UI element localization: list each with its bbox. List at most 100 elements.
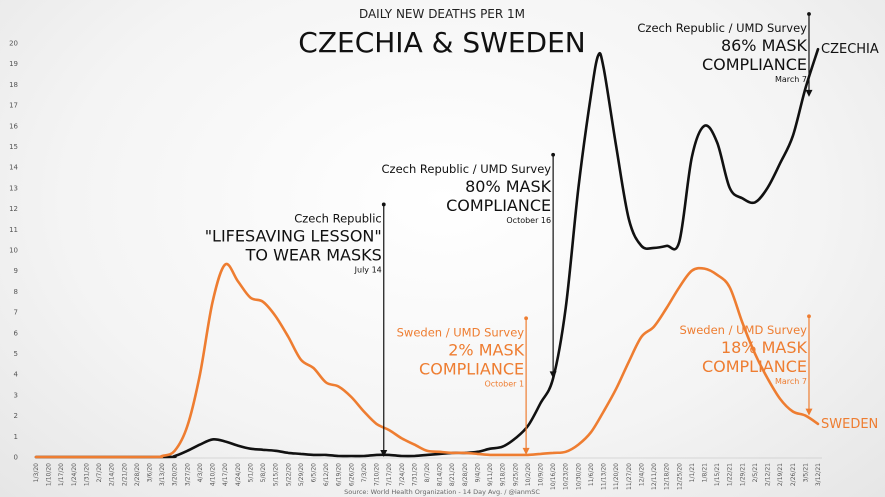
x-tick-label: 10/30/20 (575, 463, 582, 490)
x-tick-label: 1/10/20 (46, 463, 53, 486)
x-tick-label: 5/15/20 (273, 463, 280, 486)
x-tick-label: 3/20/20 (172, 463, 179, 486)
x-tick-label: 12/11/20 (651, 463, 658, 490)
annotation-text-czech-86: Czech Republic / UMD Survey (637, 21, 807, 35)
x-tick-label: 1/24/20 (71, 463, 78, 486)
x-tick-label: 6/19/20 (336, 463, 343, 486)
x-tick-label: 3/13/20 (159, 463, 166, 486)
y-tick-label: 17 (9, 102, 18, 110)
x-tick-label: 3/27/20 (184, 463, 191, 486)
annotations-layer: Czech Republic"LIFESAVING LESSON"TO WEAR… (205, 12, 813, 457)
x-tick-label: 6/5/20 (310, 463, 317, 482)
annotation-text-sweden-2: COMPLIANCE (419, 359, 524, 378)
x-tick-label: 11/6/20 (588, 463, 595, 486)
y-tick-label: 10 (9, 247, 18, 255)
x-tick-label: 8/28/20 (462, 463, 469, 486)
annotation-arrow-czech-80 (549, 371, 557, 379)
annotation-text-sweden-2: 2% MASK (448, 340, 524, 359)
annotation-text-czech-80: 80% MASK (465, 177, 552, 196)
x-tick-label: 4/10/20 (210, 463, 217, 486)
annotation-arrow-sweden-18 (805, 408, 813, 416)
y-tick-label: 19 (9, 60, 18, 68)
y-tick-label: 4 (14, 371, 19, 379)
x-tick-label: 1/22/21 (727, 463, 734, 486)
x-tick-label: 5/29/20 (298, 463, 305, 486)
x-tick-label: 2/28/20 (134, 463, 141, 486)
y-tick-label: 9 (14, 267, 18, 275)
series-line-czechia (34, 47, 820, 459)
x-tick-label: 9/4/20 (474, 463, 481, 482)
x-tick-label: 3/12/21 (815, 463, 822, 486)
annotation-dot-czech-lesson (381, 202, 386, 207)
y-tick-label: 3 (14, 391, 18, 399)
x-tick-label: 3/6/20 (147, 463, 154, 482)
x-tick-label: 1/29/21 (739, 463, 746, 486)
x-tick-label: 9/11/20 (487, 463, 494, 486)
annotation-text-czech-86: COMPLIANCE (702, 55, 807, 74)
x-axis: 1/3/20 1/10/20 1/17/20 1/24/20 1/31/20 2/7/20… (33, 457, 822, 490)
annotation-arrow-czech-86 (805, 89, 813, 97)
x-tick-label: 7/24/20 (399, 463, 406, 486)
x-tick-label: 9/25/20 (512, 463, 519, 486)
x-tick-label: 7/3/20 (361, 463, 368, 482)
annotation-dot-czech-80 (551, 152, 556, 157)
x-tick-label: 1/3/20 (33, 463, 40, 482)
x-tick-label: 5/1/20 (247, 463, 254, 482)
x-tick-label: 2/26/21 (790, 463, 797, 486)
y-tick-label: 1 (14, 433, 18, 441)
x-tick-label: 2/12/21 (765, 463, 772, 486)
x-tick-label: 4/3/20 (197, 463, 204, 482)
x-tick-label: 6/26/20 (348, 463, 355, 486)
x-tick-label: 10/16/20 (550, 463, 557, 490)
x-tick-label: 11/27/20 (626, 463, 633, 490)
x-tick-label: 10/9/20 (538, 463, 545, 486)
x-tick-label: 2/7/20 (96, 463, 103, 482)
annotation-dot-sweden-18 (807, 314, 811, 319)
annotation-text-sweden-2: October 1 (484, 379, 524, 388)
chart-source: Source: World Health Organization - 14 D… (344, 488, 540, 496)
annotation-text-sweden-18: March 7 (775, 377, 807, 386)
annotation-text-czech-lesson: July 14 (354, 265, 382, 274)
x-tick-label: 9/18/20 (500, 463, 507, 486)
chart-subtitle: DAILY NEW DEATHS PER 1M (359, 7, 525, 21)
annotation-text-czech-86: March 7 (775, 75, 807, 84)
x-tick-label: 1/17/20 (58, 463, 65, 486)
x-tick-label: 1/15/21 (714, 463, 721, 486)
x-tick-label: 10/23/20 (563, 463, 570, 490)
annotation-text-czech-80: COMPLIANCE (446, 196, 551, 215)
x-tick-label: 7/10/20 (374, 463, 381, 486)
x-tick-label: 5/8/20 (260, 463, 267, 482)
x-tick-label: 2/5/21 (752, 463, 759, 482)
x-tick-label: 5/22/20 (285, 463, 292, 486)
x-tick-label: 11/13/20 (601, 463, 608, 490)
y-tick-label: 7 (14, 309, 18, 317)
annotation-text-czech-80: October 16 (506, 216, 551, 225)
y-tick-label: 15 (9, 143, 18, 151)
annotation-text-sweden-18: Sweden / UMD Survey (680, 323, 808, 337)
x-tick-label: 1/1/21 (689, 463, 696, 482)
y-tick-label: 12 (9, 205, 18, 213)
chart-title: CZECHIA & SWEDEN (298, 26, 585, 59)
y-tick-label: 16 (9, 122, 18, 130)
annotation-arrow-czech-lesson (380, 450, 388, 457)
x-tick-label: 4/24/20 (235, 463, 242, 486)
x-tick-label: 7/17/20 (386, 463, 393, 486)
y-tick-label: 11 (9, 226, 18, 234)
x-tick-label: 12/25/20 (676, 463, 683, 490)
annotation-text-sweden-18: COMPLIANCE (702, 357, 807, 376)
y-tick-label: 18 (9, 81, 18, 89)
annotation-text-czech-lesson: TO WEAR MASKS (245, 245, 382, 264)
series-label-sweden: SWEDEN (821, 417, 878, 432)
y-tick-label: 14 (9, 164, 18, 172)
x-tick-label: 6/12/20 (323, 463, 330, 486)
annotation-text-sweden-2: Sweden / UMD Survey (397, 325, 525, 339)
x-tick-label: 12/4/20 (638, 463, 645, 486)
annotation-text-czech-86: 86% MASK (721, 36, 808, 55)
y-tick-label: 20 (9, 40, 18, 48)
x-tick-label: 3/5/21 (802, 463, 809, 482)
annotation-text-czech-lesson: "LIFESAVING LESSON" (205, 226, 382, 245)
x-tick-label: 8/14/20 (437, 463, 444, 486)
x-tick-label: 7/31/20 (411, 463, 418, 486)
annotation-text-czech-80: Czech Republic / UMD Survey (382, 162, 552, 176)
